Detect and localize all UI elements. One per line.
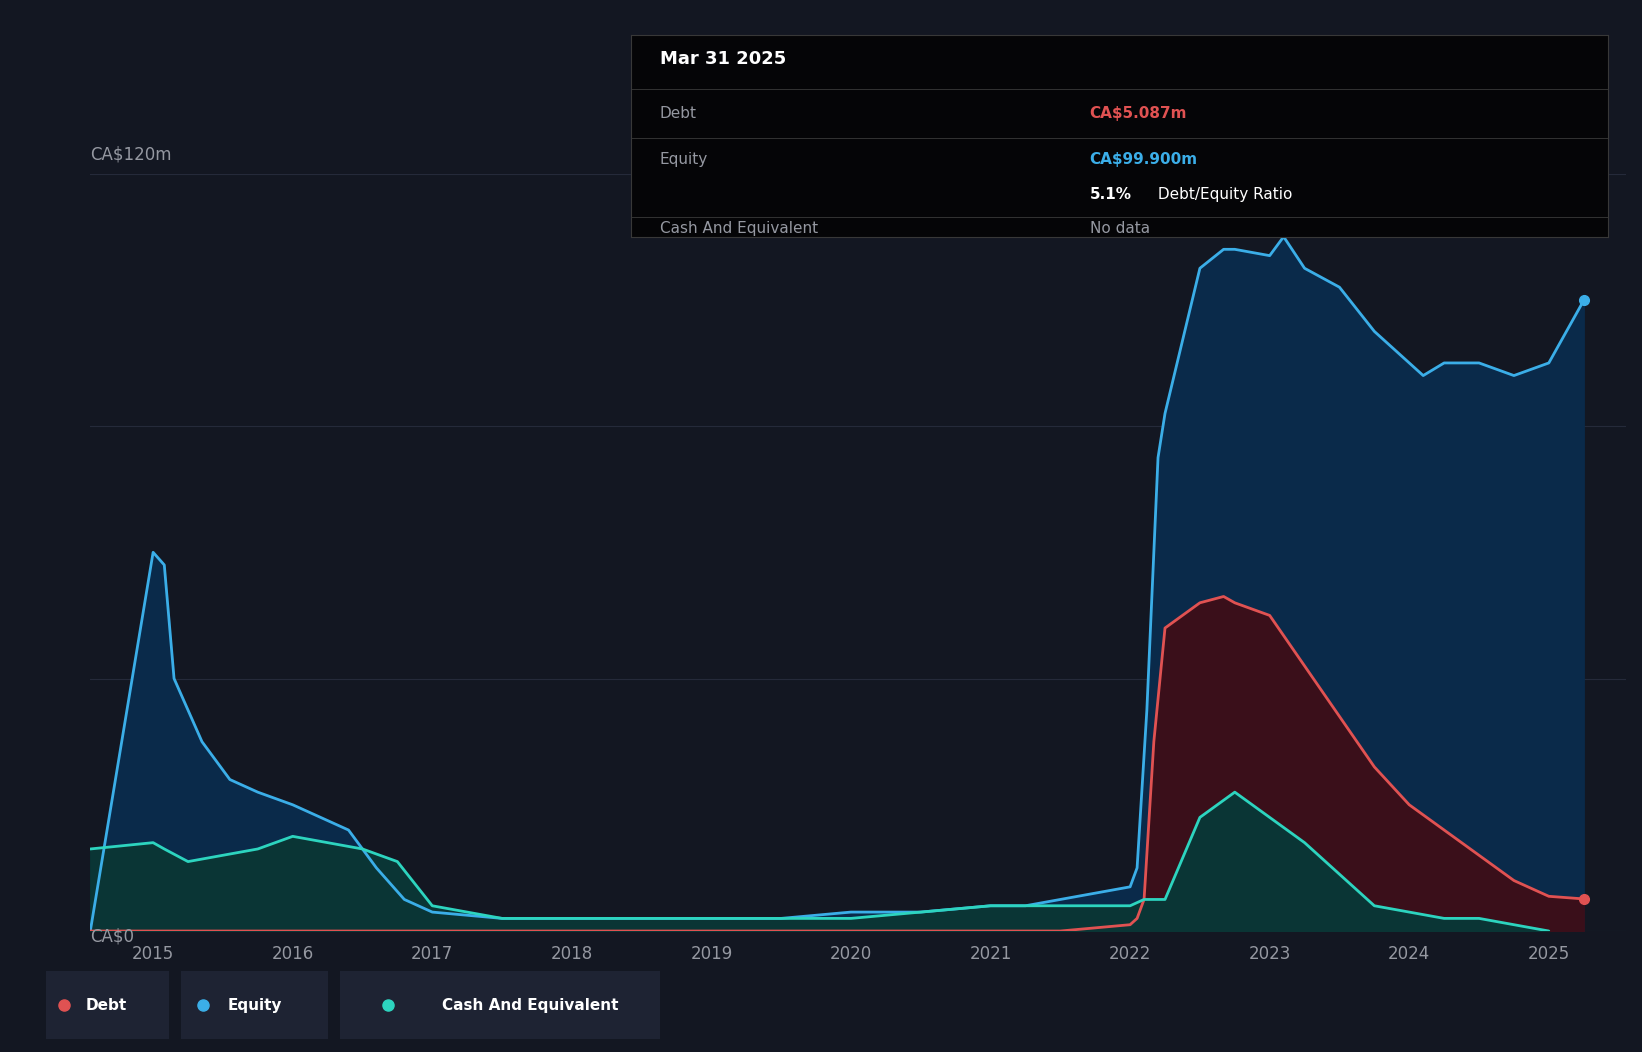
Text: CA$5.087m: CA$5.087m: [1090, 106, 1187, 121]
Text: Cash And Equivalent: Cash And Equivalent: [442, 997, 619, 1013]
Text: Debt/Equity Ratio: Debt/Equity Ratio: [1153, 187, 1292, 202]
Text: Equity: Equity: [660, 153, 708, 167]
Text: CA$120m: CA$120m: [90, 145, 172, 163]
Text: No data: No data: [1090, 221, 1149, 236]
Text: 5.1%: 5.1%: [1090, 187, 1131, 202]
Text: CA$0: CA$0: [90, 928, 135, 946]
Text: Cash And Equivalent: Cash And Equivalent: [660, 221, 818, 236]
Text: Equity: Equity: [228, 997, 282, 1013]
Text: Mar 31 2025: Mar 31 2025: [660, 49, 787, 68]
Text: Debt: Debt: [660, 106, 696, 121]
Text: CA$99.900m: CA$99.900m: [1090, 153, 1197, 167]
Text: Debt: Debt: [85, 997, 126, 1013]
